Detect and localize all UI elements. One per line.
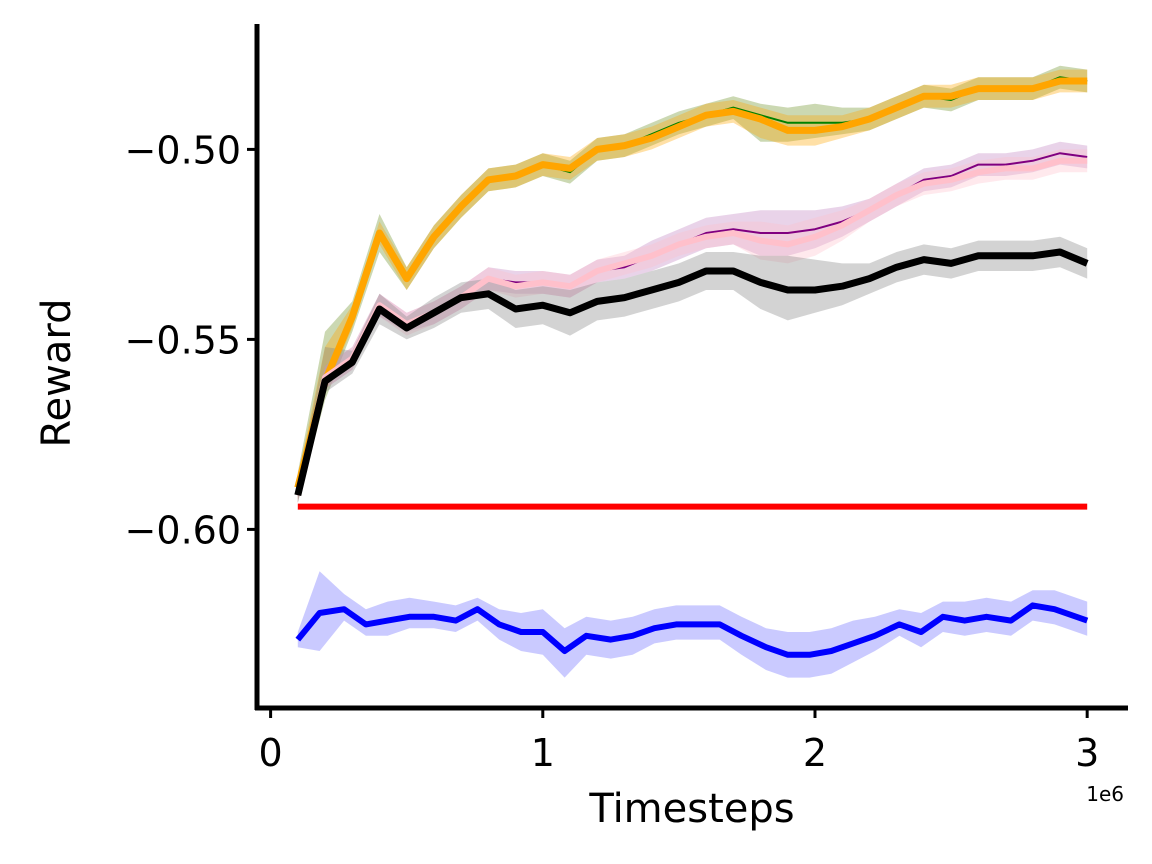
x-tick-label: 1 xyxy=(531,731,555,775)
x-axis-label: Timesteps xyxy=(588,786,794,832)
series-line-1 xyxy=(294,77,1088,489)
series-line-6 xyxy=(295,602,1089,658)
confidence-bands xyxy=(297,65,1088,678)
series-line-4 xyxy=(294,248,1089,497)
y-axis-label: Reward xyxy=(34,299,80,448)
x-tick-label: 2 xyxy=(803,731,827,775)
x-tick-label: 0 xyxy=(259,731,283,775)
series-band-4 xyxy=(297,236,1088,503)
y-tick-label: −0.55 xyxy=(125,318,241,362)
series-lines xyxy=(294,76,1089,658)
axis-ticks: 0 1 2 3 −0.60 −0.55 −0.50 xyxy=(125,128,1100,775)
x-tick-label: 3 xyxy=(1075,731,1099,775)
y-tick-label: −0.60 xyxy=(125,508,241,552)
series-band-0 xyxy=(297,65,1088,503)
axes xyxy=(254,24,1128,711)
x-axis-offset-label: 1e6 xyxy=(1086,782,1124,806)
y-tick-label: −0.50 xyxy=(125,128,241,172)
